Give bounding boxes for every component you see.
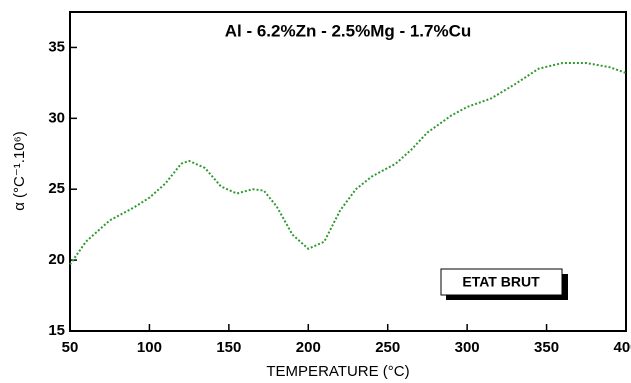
data-line (69, 62, 627, 265)
y-tick-label: 30 (48, 109, 65, 126)
x-axis-label: TEMPERATURE (°C) (266, 363, 409, 380)
plot-frame (69, 11, 627, 332)
x-tick-label: 200 (296, 339, 321, 356)
chart-title: Al - 6.2%Zn - 2.5%Mg - 1.7%Cu (225, 21, 472, 40)
y-tick-label: 35 (48, 38, 65, 55)
x-tick-label: 100 (137, 339, 162, 356)
x-tick-label: 150 (216, 339, 241, 356)
y-tick-label: 20 (48, 251, 65, 268)
x-tick-label: 250 (375, 339, 400, 356)
y-tick-label: 15 (48, 322, 65, 339)
x-tick-label: 300 (455, 339, 480, 356)
y-tick-label: 25 (48, 180, 65, 197)
annotation: ETAT BRUT (462, 274, 540, 290)
x-tick-label: 400 (613, 339, 631, 356)
x-tick-label: 350 (534, 339, 559, 356)
x-tick-label: 50 (62, 339, 79, 356)
annotation-box (440, 268, 563, 296)
y-axis-label: α (°C⁻¹.10⁶) (11, 131, 28, 211)
